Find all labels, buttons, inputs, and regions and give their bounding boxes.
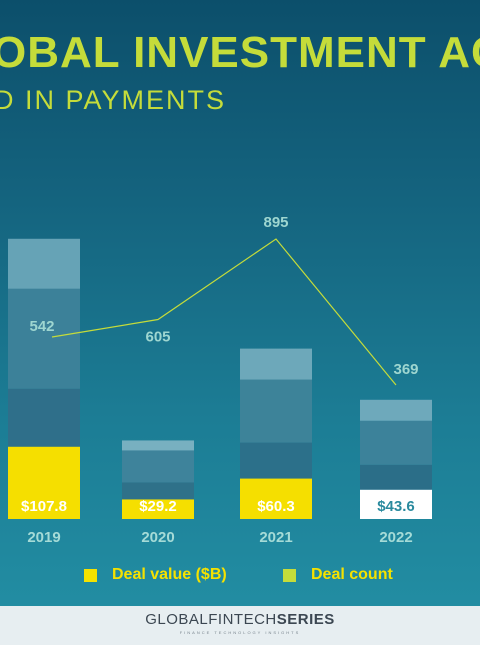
deal-value-bar xyxy=(122,499,194,519)
bar-background-segment xyxy=(360,464,432,490)
bar-background-segment xyxy=(8,388,80,447)
deal-value-bar xyxy=(240,478,312,519)
bar-background-segment xyxy=(240,379,312,443)
legend-label-deal-value: Deal value ($B) xyxy=(112,566,227,583)
bar-background-segment xyxy=(360,399,432,421)
bar-background-segment xyxy=(360,420,432,465)
brand-tagline: FINANCE TECHNOLOGY INSIGHTS xyxy=(179,630,301,635)
bar-background-segment xyxy=(240,442,312,479)
deal-count-label: 542 xyxy=(29,318,54,335)
legend-item-deal-value: Deal value ($B) xyxy=(84,566,227,584)
bar-background-segment xyxy=(240,348,312,380)
legend-swatch-deal-value xyxy=(84,568,97,582)
deal-count-line xyxy=(51,238,397,386)
bar-background-segment xyxy=(8,238,80,289)
deal-value-label: $60.3 xyxy=(257,498,295,515)
deal-value-bar xyxy=(360,489,432,519)
chart-subtitle: D IN PAYMENTS xyxy=(0,85,227,115)
deal-count-label: 605 xyxy=(145,329,170,346)
brand-light: GLOBALFINTECH xyxy=(145,611,277,628)
bar-background-segment xyxy=(122,440,194,451)
deal-count-label: 895 xyxy=(263,214,288,231)
deal-value-label: $29.2 xyxy=(139,498,177,515)
brand-logo: GLOBALFINTECHSERIES xyxy=(0,611,480,628)
legend-swatch-deal-count xyxy=(283,568,296,582)
brand-bold: SERIES xyxy=(276,611,335,628)
deal-value-label: $43.6 xyxy=(377,498,415,515)
chart-title: OBAL INVESTMENT AC xyxy=(0,28,480,77)
x-axis-label: 2022 xyxy=(379,529,412,546)
legend-item-deal-count: Deal count xyxy=(283,566,393,584)
legend-label-deal-count: Deal count xyxy=(311,566,393,583)
bar-background-segment xyxy=(122,482,194,500)
deal-value-label: $107.8 xyxy=(21,498,67,515)
legend: Deal value ($B) Deal count xyxy=(0,566,480,588)
x-axis-label: 2021 xyxy=(259,529,292,546)
x-axis-label: 2020 xyxy=(141,529,174,546)
footer: GLOBALFINTECHSERIES FINANCE TECHNOLOGY I… xyxy=(0,606,480,645)
deal-value-bar xyxy=(8,446,80,519)
bar-background-segment xyxy=(8,288,80,389)
bar-line-chart: $107.8 2019 $29.2 2020 $60.3 2021 $43.6 2022 542… xyxy=(8,214,432,546)
x-axis-label: 2019 xyxy=(27,529,60,546)
bar-background-segment xyxy=(122,450,194,483)
deal-count-label: 369 xyxy=(393,361,418,378)
